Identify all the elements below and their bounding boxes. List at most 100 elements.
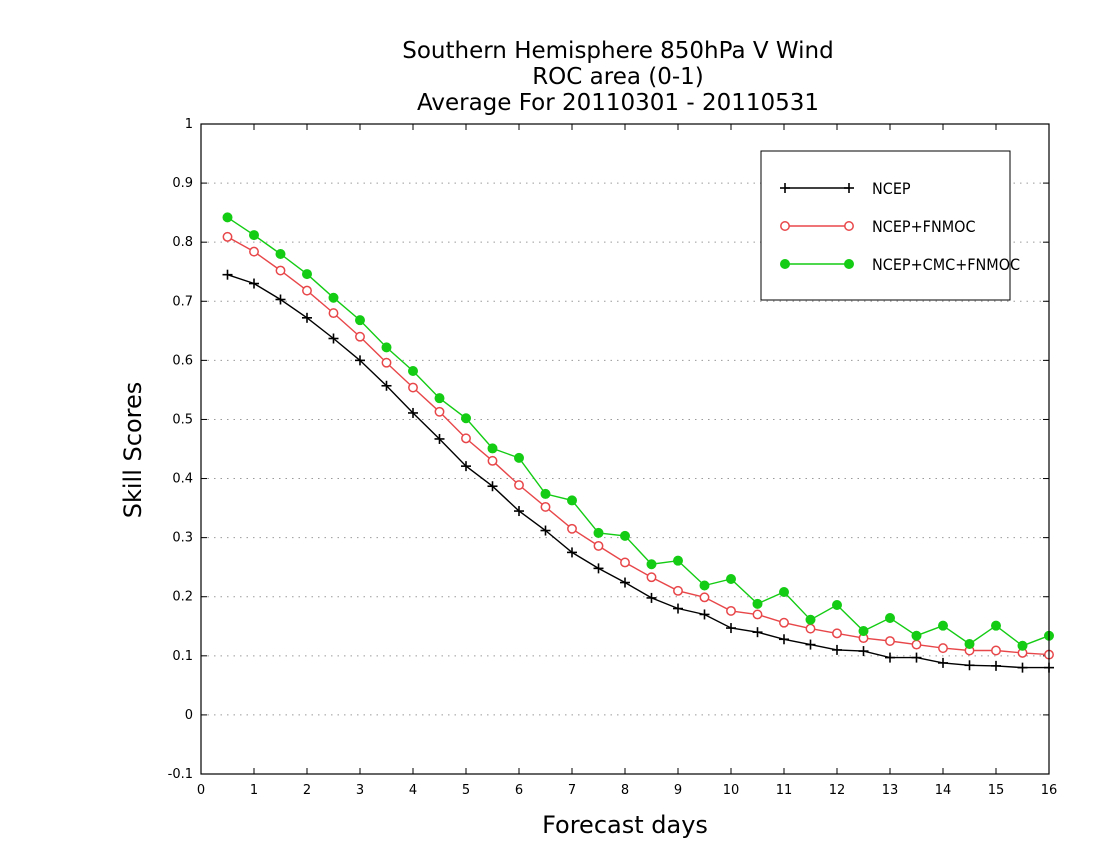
x-tick-label: 6 <box>515 783 523 798</box>
series-0 <box>222 269 1054 673</box>
data-point-open-circle <box>487 455 498 466</box>
data-point-plus <box>858 646 869 657</box>
data-point-plus <box>249 278 259 289</box>
legend-label: NCEP <box>872 179 911 198</box>
data-point-open-circle <box>275 265 286 276</box>
data-point-filled-circle <box>844 259 854 269</box>
y-tick-label: -0.1 <box>168 767 193 782</box>
data-point-filled-circle <box>567 495 577 506</box>
x-tick-label: 7 <box>568 783 576 798</box>
data-point-open-circle <box>699 592 710 603</box>
chart-title-line-3: Average For 20110301 - 20110531 <box>417 90 819 116</box>
data-point-open-circle <box>780 221 790 231</box>
data-point-open-circle <box>844 221 854 231</box>
legend-label: NCEP+FNMOC <box>872 217 976 236</box>
x-tick-label: 4 <box>409 783 417 798</box>
data-point-open-circle <box>567 523 577 534</box>
data-point-plus <box>540 525 551 536</box>
data-point-filled-circle <box>302 269 312 280</box>
x-tick-label: 10 <box>723 783 740 798</box>
y-tick-label: 1 <box>185 117 193 132</box>
data-point-plus <box>620 577 630 588</box>
data-point-filled-circle <box>593 527 604 538</box>
data-point-open-circle <box>726 605 736 616</box>
plot-frame <box>200 123 1050 775</box>
data-point-open-circle <box>381 357 392 368</box>
data-point-filled-circle <box>328 292 339 303</box>
series-1 <box>222 231 1054 660</box>
y-tick-label: 0.3 <box>172 531 193 546</box>
data-point-open-circle <box>911 639 922 650</box>
data-point-open-circle <box>328 308 339 319</box>
data-point-plus <box>381 380 392 391</box>
data-point-filled-circle <box>699 580 710 591</box>
chart-title-line-1: Southern Hemisphere 850hPa V Wind <box>402 38 833 64</box>
data-point-plus <box>487 481 498 492</box>
data-point-plus <box>780 183 790 193</box>
data-point-plus <box>275 294 286 305</box>
data-point-plus <box>885 652 895 663</box>
data-point-plus <box>593 563 604 574</box>
legend-entry: NCEP+CMC+FNMOC <box>780 255 1020 274</box>
data-point-open-circle <box>461 433 471 444</box>
x-tick-label: 16 <box>1041 783 1058 798</box>
chart-title-line-2: ROC area (0-1) <box>532 64 704 90</box>
data-point-plus <box>355 355 365 366</box>
data-point-filled-circle <box>832 600 842 610</box>
data-point-open-circle <box>938 643 948 654</box>
data-point-filled-circle <box>222 212 233 223</box>
y-tick-label: 0.1 <box>172 649 193 664</box>
chart-title: Southern Hemisphere 850hPa V Wind ROC ar… <box>402 38 833 116</box>
data-point-filled-circle <box>355 315 365 326</box>
data-point-plus <box>779 634 789 645</box>
y-tick-label: 0.7 <box>172 294 193 309</box>
data-point-plus <box>752 627 763 638</box>
data-point-plus <box>673 603 683 614</box>
data-point-open-circle <box>752 609 763 620</box>
data-point-plus <box>302 312 312 323</box>
data-point-open-circle <box>832 628 842 639</box>
data-point-filled-circle <box>434 393 445 404</box>
data-point-filled-circle <box>646 559 657 570</box>
x-tick-label: 11 <box>776 783 793 798</box>
y-axis-label: Skill Scores <box>119 382 147 519</box>
data-point-plus <box>434 433 445 444</box>
data-point-open-circle <box>249 246 259 257</box>
series-line <box>227 274 1049 669</box>
y-tick-label: 0.6 <box>172 353 193 368</box>
data-point-plus <box>514 506 524 517</box>
data-point-open-circle <box>779 617 789 628</box>
data-point-plus <box>938 657 948 668</box>
legend-label: NCEP+CMC+FNMOC <box>872 255 1020 274</box>
data-series <box>222 212 1054 673</box>
data-point-plus <box>461 461 471 472</box>
x-tick-label: 2 <box>303 783 311 798</box>
data-point-plus <box>991 660 1001 671</box>
data-point-plus <box>964 660 975 671</box>
data-point-plus <box>567 547 577 558</box>
data-point-plus <box>328 333 339 344</box>
data-point-filled-circle <box>964 639 975 649</box>
y-tick-label: 0.4 <box>172 472 193 487</box>
data-point-filled-circle <box>1017 640 1028 651</box>
data-point-filled-circle <box>780 259 790 269</box>
x-tick-label: 9 <box>674 783 682 798</box>
legend-entry: NCEP <box>780 179 911 198</box>
data-point-filled-circle <box>991 620 1001 631</box>
x-tick-label: 3 <box>356 783 364 798</box>
data-point-filled-circle <box>249 230 259 241</box>
series-2 <box>222 212 1054 651</box>
data-point-open-circle <box>991 645 1001 656</box>
data-point-open-circle <box>355 331 365 342</box>
data-point-open-circle <box>620 557 630 568</box>
data-point-open-circle <box>302 285 312 296</box>
data-point-filled-circle <box>540 488 551 499</box>
data-point-open-circle <box>593 540 604 551</box>
data-point-plus <box>222 269 233 280</box>
data-point-filled-circle <box>514 452 524 463</box>
data-point-open-circle <box>540 501 551 512</box>
data-point-filled-circle <box>726 574 736 584</box>
data-point-plus <box>805 639 816 650</box>
